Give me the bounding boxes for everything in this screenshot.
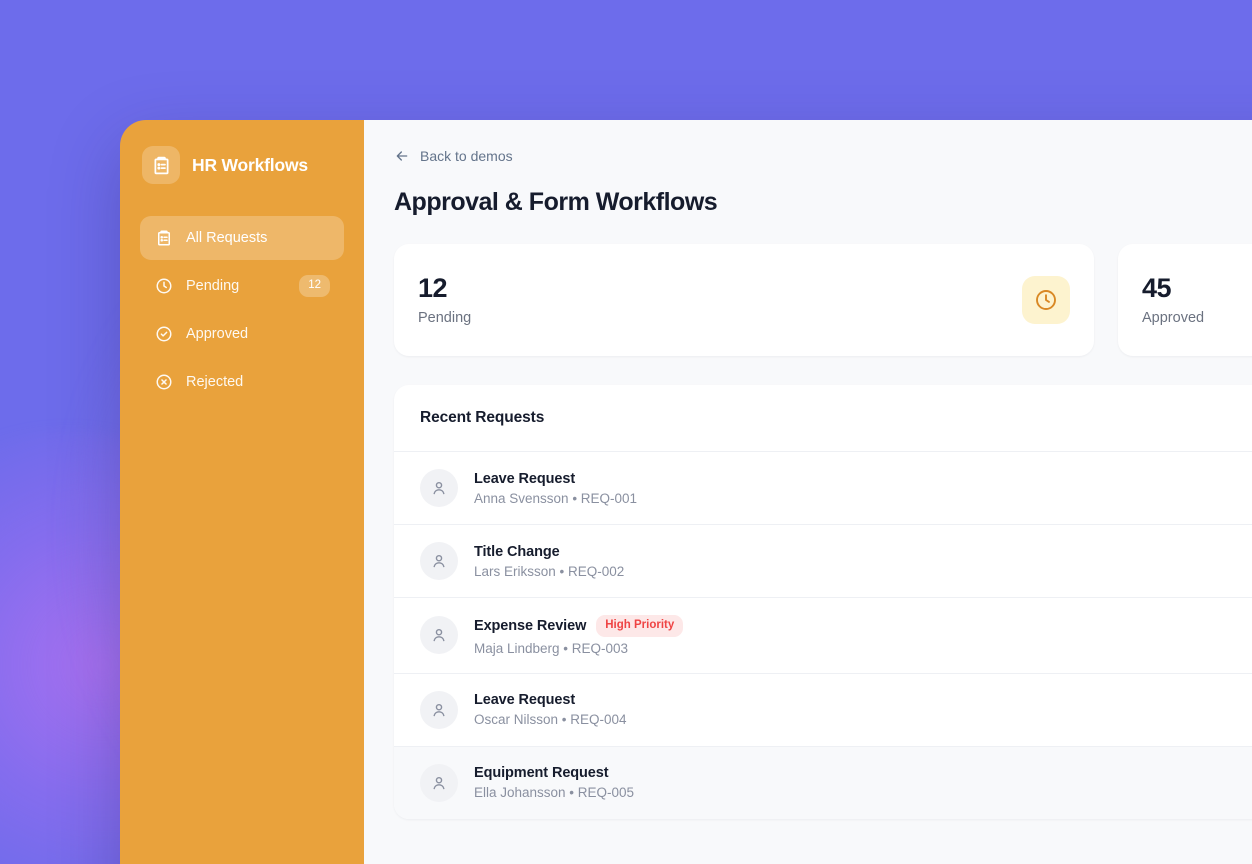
table-row[interactable]: Leave Request Anna Svensson • REQ-001	[394, 452, 1252, 525]
row-body: Leave Request Oscar Nilsson • REQ-004	[474, 692, 627, 727]
app-window: HR Workflows All Requests	[120, 120, 1252, 864]
stat-value: 45	[1142, 273, 1172, 304]
avatar	[420, 542, 458, 580]
stat-value: 12	[418, 273, 448, 304]
sidebar-item-all-requests[interactable]: All Requests	[140, 216, 344, 260]
arrow-left-icon	[394, 148, 410, 164]
sidebar-item-badge: 12	[299, 275, 330, 297]
stat-text-group: 45 Approved	[1142, 273, 1205, 326]
row-title-line: Equipment Request	[474, 765, 634, 781]
brand-title: HR Workflows	[192, 154, 308, 175]
check-circle-icon	[154, 325, 173, 344]
row-title-line: Title Change	[474, 544, 624, 560]
avatar	[420, 469, 458, 507]
request-title: Expense Review	[474, 617, 587, 634]
row-title-line: Expense Review High Priority	[474, 615, 684, 637]
table-row[interactable]: Title Change Lars Eriksson • REQ-002	[394, 525, 1252, 598]
request-meta: Maja Lindberg • REQ-003	[474, 640, 629, 656]
sidebar-item-pending[interactable]: Pending 12	[140, 264, 344, 308]
avatar	[420, 616, 458, 655]
request-title: Title Change	[474, 543, 560, 560]
recent-requests-panel: Recent Requests Leave Request Anna Svens…	[394, 385, 1252, 819]
sidebar-item-rejected[interactable]: Rejected	[140, 360, 344, 404]
avatar	[420, 690, 458, 729]
row-title-line: Leave Request	[474, 471, 637, 487]
request-title: Leave Request	[474, 470, 576, 487]
avatar	[420, 763, 458, 802]
sidebar-item-approved[interactable]: Approved	[140, 312, 344, 356]
request-meta: Ella Johansson • REQ-005	[474, 785, 635, 801]
back-link-label: Back to demos	[420, 148, 513, 164]
main-content: Back to demos Approval & Form Workflows …	[364, 120, 1252, 864]
brand: HR Workflows	[142, 146, 344, 184]
clock-icon	[1022, 276, 1070, 324]
table-row[interactable]: Equipment Request Ella Johansson • REQ-0…	[394, 746, 1252, 819]
row-body: Expense Review High Priority Maja Lindbe…	[474, 615, 684, 656]
request-meta: Lars Eriksson • REQ-002	[474, 563, 625, 579]
panel-header: Recent Requests	[394, 385, 1252, 452]
stat-label: Approved	[1142, 309, 1205, 326]
back-to-demos-link[interactable]: Back to demos	[394, 148, 513, 164]
request-meta: Oscar Nilsson • REQ-004	[474, 712, 627, 728]
clipboard-list-icon	[154, 229, 173, 248]
sidebar-item-label: All Requests	[186, 230, 268, 246]
row-body: Equipment Request Ella Johansson • REQ-0…	[474, 765, 634, 800]
sidebar-item-label: Approved	[186, 326, 249, 342]
table-row[interactable]: Leave Request Oscar Nilsson • REQ-004	[394, 674, 1252, 747]
stat-card-pending[interactable]: 12 Pending	[394, 244, 1094, 356]
status-badge: High Priority	[596, 615, 684, 637]
request-title: Leave Request	[474, 692, 576, 709]
sidebar-nav: All Requests Pending 12	[140, 216, 344, 404]
row-body: Leave Request Anna Svensson • REQ-001	[474, 471, 637, 506]
stat-card-approved[interactable]: 45 Approved	[1118, 244, 1252, 356]
request-title: Equipment Request	[474, 765, 609, 782]
table-row[interactable]: Expense Review High Priority Maja Lindbe…	[394, 598, 1252, 674]
sidebar: HR Workflows All Requests	[120, 120, 364, 864]
stat-label: Pending	[418, 309, 472, 326]
sidebar-item-label: Rejected	[186, 374, 244, 390]
request-meta: Anna Svensson • REQ-001	[474, 490, 638, 506]
sidebar-item-label: Pending	[186, 278, 240, 294]
clock-icon	[154, 277, 173, 296]
row-title-line: Leave Request	[474, 692, 627, 708]
clipboard-list-icon	[142, 146, 180, 184]
x-circle-icon	[154, 373, 173, 392]
page-title: Approval & Form Workflows	[394, 188, 718, 216]
row-body: Title Change Lars Eriksson • REQ-002	[474, 544, 624, 579]
stats-row: 12 Pending 45 Approved	[394, 244, 1252, 356]
stat-text-group: 12 Pending	[418, 273, 472, 326]
